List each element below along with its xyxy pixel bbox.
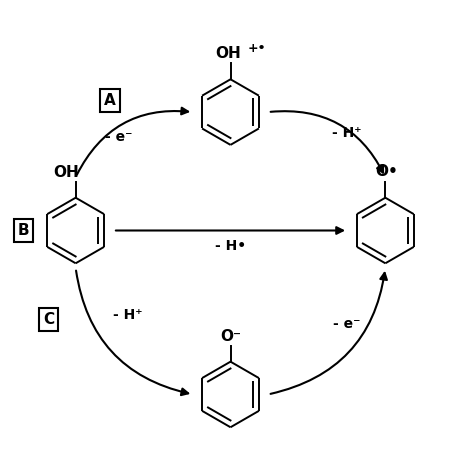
Text: - H•: - H• xyxy=(215,239,246,254)
Text: - H⁺: - H⁺ xyxy=(113,308,143,322)
Text: O•: O• xyxy=(375,165,398,179)
Text: +•: +• xyxy=(248,42,266,55)
Text: C: C xyxy=(43,312,54,327)
Text: OH: OH xyxy=(53,165,79,180)
Text: - e⁻: - e⁻ xyxy=(105,130,133,144)
Text: O⁻: O⁻ xyxy=(220,329,241,344)
Text: - e⁻: - e⁻ xyxy=(333,317,361,331)
Text: OH: OH xyxy=(215,46,241,61)
Text: A: A xyxy=(104,93,116,108)
Text: B: B xyxy=(18,223,29,238)
Text: - H⁺: - H⁺ xyxy=(332,125,361,140)
